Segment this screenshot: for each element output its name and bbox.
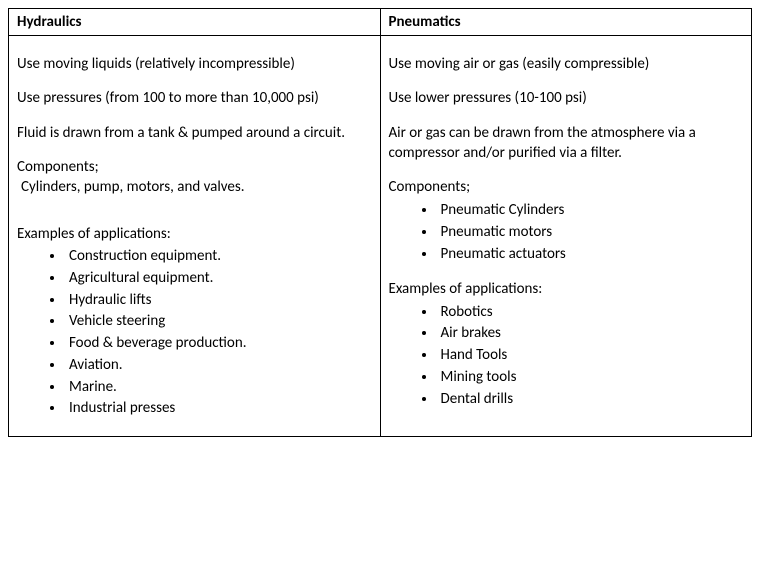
hydraulics-examples-list: Construction equipment. Agricultural equ… [65,246,372,420]
hydraulics-source: Fluid is drawn from a tank & pumped arou… [17,123,372,143]
list-item: Hand Tools [437,345,744,367]
pneumatics-source: Air or gas can be drawn from the atmosph… [389,123,744,164]
col-header-pneumatics: Pneumatics [380,9,752,36]
list-item: Industrial presses [65,398,372,420]
hydraulics-pressures: Use pressures (from 100 to more than 10,… [17,88,372,108]
pneumatics-components-label: Components; [389,177,744,198]
list-item: Aviation. [65,355,372,377]
hydraulics-examples-label: Examples of applications: [17,224,372,244]
list-item: Pneumatic motors [437,222,744,244]
pneumatics-pressures: Use lower pressures (10-100 psi) [389,88,744,108]
pneumatics-components-list: Pneumatic Cylinders Pneumatic motors Pne… [437,200,744,265]
cell-pneumatics: Use moving air or gas (easily compressib… [380,36,752,437]
list-item: Mining tools [437,367,744,389]
table-row: Use moving liquids (relatively incompres… [9,36,752,437]
list-item: Pneumatic Cylinders [437,200,744,222]
list-item: Agricultural equipment. [65,268,372,290]
comparison-table: Hydraulics Pneumatics Use moving liquids… [8,8,752,437]
list-item: Vehicle steering [65,311,372,333]
table-header-row: Hydraulics Pneumatics [9,9,752,36]
list-item: Robotics [437,302,744,324]
list-item: Pneumatic actuators [437,244,744,266]
list-item: Construction equipment. [65,246,372,268]
list-item: Air brakes [437,323,744,345]
list-item: Food & beverage production. [65,333,372,355]
cell-hydraulics: Use moving liquids (relatively incompres… [9,36,381,437]
pneumatics-examples-list: Robotics Air brakes Hand Tools Mining to… [437,302,744,411]
pneumatics-examples-label: Examples of applications: [389,279,744,299]
pneumatics-use: Use moving air or gas (easily compressib… [389,54,744,74]
hydraulics-components-label: Components; [17,157,372,178]
list-item: Hydraulic lifts [65,290,372,312]
list-item: Marine. [65,377,372,399]
hydraulics-use: Use moving liquids (relatively incompres… [17,54,372,74]
col-header-hydraulics: Hydraulics [9,9,381,36]
list-item: Dental drills [437,389,744,411]
hydraulics-components-text: Cylinders, pump, motors, and valves. [21,178,372,196]
